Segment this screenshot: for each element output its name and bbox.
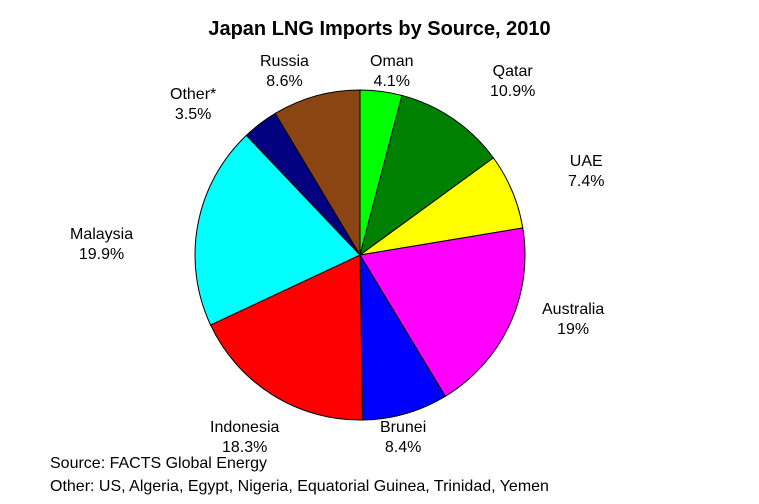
slice-label-name: Australia: [542, 300, 604, 320]
slice-label-brunei: Brunei8.4%: [380, 418, 426, 458]
footnote-1: Other: US, Algeria, Egypt, Nigeria, Equa…: [50, 478, 549, 496]
slice-label-percent: 19.9%: [70, 245, 133, 265]
slice-label-name: Other*: [170, 85, 216, 105]
slice-label-name: Brunei: [380, 418, 426, 438]
slice-label-percent: 7.4%: [568, 172, 604, 192]
slice-label-percent: 3.5%: [170, 105, 216, 125]
slice-label-russia: Russia8.6%: [260, 52, 309, 92]
slice-label-other-: Other*3.5%: [170, 85, 216, 125]
slice-label-name: UAE: [568, 152, 604, 172]
slice-label-percent: 19%: [542, 320, 604, 340]
slice-label-australia: Australia19%: [542, 300, 604, 340]
slice-label-indonesia: Indonesia18.3%: [210, 418, 279, 458]
slice-label-oman: Oman4.1%: [370, 52, 414, 92]
slice-label-percent: 8.4%: [380, 438, 426, 458]
footnote-0: Source: FACTS Global Energy: [50, 455, 267, 473]
slice-label-name: Qatar: [490, 62, 535, 82]
slice-label-name: Russia: [260, 52, 309, 72]
chart-container: Japan LNG Imports by Source, 2010 Oman4.…: [0, 0, 759, 504]
slice-label-name: Indonesia: [210, 418, 279, 438]
slice-label-malaysia: Malaysia19.9%: [70, 225, 133, 265]
slice-label-percent: 4.1%: [370, 72, 414, 92]
slice-label-percent: 10.9%: [490, 82, 535, 102]
slice-label-name: Oman: [370, 52, 414, 72]
slice-label-percent: 8.6%: [260, 72, 309, 92]
slice-label-uae: UAE7.4%: [568, 152, 604, 192]
slice-label-name: Malaysia: [70, 225, 133, 245]
slice-label-qatar: Qatar10.9%: [490, 62, 535, 102]
